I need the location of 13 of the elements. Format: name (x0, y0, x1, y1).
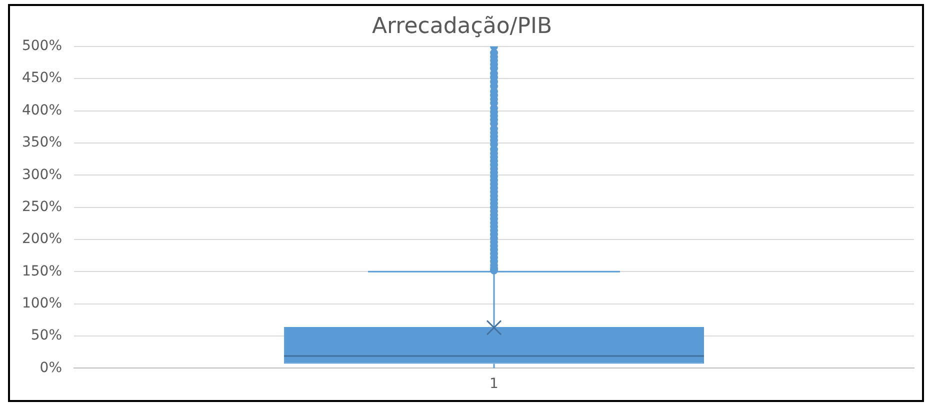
y-tick-label: 0% (40, 360, 62, 376)
y-tick-label: 500% (22, 38, 62, 54)
y-tick-label: 400% (22, 102, 62, 118)
chart-title: Arrecadação/PIB (372, 14, 552, 39)
y-tick-label: 350% (22, 134, 62, 151)
y-tick-label: 300% (22, 166, 62, 183)
y-tick-label: 200% (22, 231, 62, 248)
y-tick-label: 100% (22, 295, 62, 312)
y-tick-label: 150% (22, 263, 62, 280)
y-tick-label: 450% (22, 70, 62, 86)
x-tick-label: 1 (490, 376, 498, 392)
y-tick-label: 50% (30, 328, 62, 344)
y-tick-label: 250% (22, 198, 62, 215)
